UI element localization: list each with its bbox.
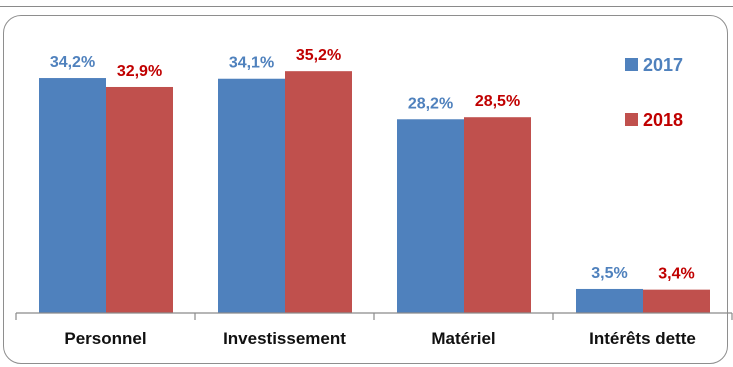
value-label-interets-dette-2017: 3,5% [591, 265, 627, 282]
bar-interets-dette-2018 [643, 289, 710, 313]
bars-group [39, 71, 710, 314]
legend-swatch-2017 [625, 58, 638, 71]
value-labels-group: 34,2% 32,9% 34,1% 35,2% 28,2% 28,5% 3,5% 3,4% [50, 47, 695, 282]
bar-materiel-2017 [397, 119, 464, 314]
value-label-personnel-2017: 34,2% [50, 54, 95, 71]
bar-materiel-2018 [464, 117, 531, 313]
bar-interets-dette-2017 [576, 288, 643, 313]
top-rule [0, 6, 733, 7]
value-label-investissement-2018: 35,2% [296, 47, 341, 64]
value-label-materiel-2018: 28,5% [475, 93, 520, 110]
bar-investissement-2018 [285, 71, 352, 314]
bar-personnel-2018 [106, 86, 173, 314]
category-labels-group: Personnel Investissement Matériel Intérêts … [64, 329, 695, 348]
value-label-interets-dette-2018: 3,4% [658, 266, 694, 283]
legend-swatch-2018 [625, 113, 638, 126]
category-label-materiel: Matériel [431, 329, 495, 348]
category-label-investissement: Investissement [223, 329, 346, 348]
legend-label-2018: 2018 [643, 110, 683, 130]
bar-personnel-2017 [39, 78, 106, 314]
bar-investissement-2017 [218, 78, 285, 313]
x-axis-ticks [15, 313, 733, 320]
category-label-personnel: Personnel [64, 329, 146, 348]
value-label-materiel-2017: 28,2% [408, 95, 453, 112]
legend: 2017 2018 [625, 55, 683, 130]
category-label-interets-dette: Intérêts dette [589, 329, 696, 348]
value-label-personnel-2018: 32,9% [117, 63, 162, 80]
value-label-investissement-2017: 34,1% [229, 55, 274, 72]
legend-label-2017: 2017 [643, 55, 683, 75]
